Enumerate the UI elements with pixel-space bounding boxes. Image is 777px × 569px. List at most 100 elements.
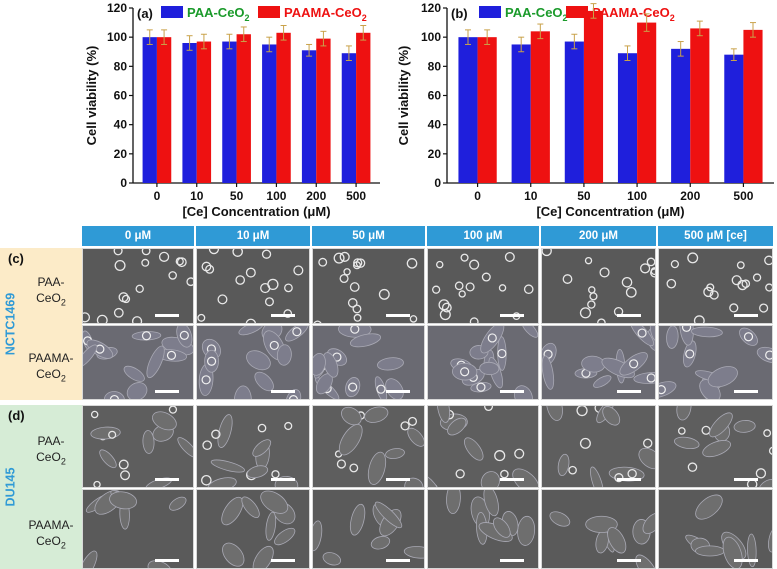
- cell: [147, 560, 173, 568]
- cell: [186, 277, 193, 287]
- panel-d-side: (d) DU145 PAA- CeO2 PAAMA- CeO2: [0, 405, 82, 569]
- cell: [313, 520, 323, 552]
- y-tick-label: 100: [421, 30, 441, 44]
- cell: [135, 284, 144, 294]
- cell: [607, 527, 627, 554]
- x-tick-label: 500: [346, 189, 366, 203]
- row-label-d-paa: PAA- CeO2: [36, 434, 66, 467]
- cell: [702, 440, 732, 458]
- cell: [201, 474, 212, 486]
- bar: [743, 29, 763, 183]
- micrograph-image: [428, 406, 538, 487]
- cell: [630, 326, 655, 347]
- micrograph-d-paa: [82, 405, 194, 488]
- scale-bar: [271, 559, 295, 562]
- cell: [709, 412, 733, 438]
- cell: [93, 480, 101, 487]
- scale-bar: [500, 314, 524, 317]
- micrograph-c-paama: [541, 325, 656, 400]
- cell: [83, 344, 98, 368]
- bar: [564, 41, 584, 183]
- micrograph-d-paa: [312, 405, 425, 488]
- cell: [446, 490, 461, 515]
- micrograph-image: [542, 249, 655, 323]
- cell: [222, 542, 245, 567]
- x-tick-label: 100: [627, 189, 647, 203]
- cell: [731, 275, 742, 286]
- cell: [729, 303, 739, 313]
- micrograph-c-paa: [541, 248, 656, 324]
- panel-letter: (b): [451, 6, 468, 21]
- cell: [233, 385, 252, 399]
- bar: [316, 38, 331, 183]
- micrograph-image: [334, 406, 424, 487]
- micrograph-d-paa: [196, 405, 310, 488]
- cell: [217, 414, 233, 448]
- cell: [349, 503, 366, 536]
- cell: [659, 385, 666, 395]
- cell: [377, 357, 404, 371]
- cell: [257, 423, 267, 433]
- concentration-header: 0 μM 10 μM 50 μM 100 μM 200 μM 500 μM [ce]: [82, 226, 773, 246]
- micrograph-d-paama: [312, 489, 425, 569]
- cell: [627, 468, 637, 479]
- micrograph-image: [313, 501, 424, 566]
- cell: [385, 378, 404, 399]
- cell: [676, 406, 692, 421]
- micrograph-image: [83, 490, 187, 568]
- cell: [90, 410, 99, 419]
- cell: [646, 257, 655, 267]
- bar: [182, 43, 197, 183]
- cell: [221, 496, 244, 526]
- x-tick-label: 10: [524, 189, 538, 203]
- cell: [733, 420, 756, 433]
- x-axis-title: [Ce] Concentration (μM): [536, 204, 684, 219]
- y-axis-title: Cell viability (%): [84, 46, 99, 146]
- cell: [322, 552, 342, 566]
- panel-d-label: (d): [8, 408, 25, 423]
- cell: [261, 249, 272, 259]
- cell: [677, 427, 686, 435]
- micrograph-image: [666, 252, 772, 323]
- cell: [407, 427, 424, 447]
- cell: [364, 406, 389, 423]
- row-label-c-paa: PAA- CeO2: [36, 275, 66, 308]
- cell: [597, 318, 606, 323]
- cell: [649, 326, 655, 342]
- y-tick-label: 120: [107, 1, 127, 15]
- cell: [252, 545, 274, 568]
- micrograph-c-paama: [82, 325, 194, 400]
- cell: [284, 421, 293, 431]
- cell: [339, 273, 349, 284]
- micrograph-d-paa: [658, 405, 773, 488]
- cell: [406, 258, 418, 269]
- micrograph-image: [446, 490, 536, 546]
- cell: [284, 283, 293, 293]
- x-tick-label: 50: [230, 189, 244, 203]
- cell: [252, 439, 272, 457]
- scale-bar: [271, 478, 295, 481]
- micrograph-image: [90, 406, 193, 487]
- bar: [356, 32, 371, 183]
- x-tick-label: 100: [266, 189, 286, 203]
- cell: [579, 307, 592, 319]
- legend-paa-label: PAA-CeO2: [505, 5, 568, 23]
- cell: [428, 473, 441, 487]
- cell: [352, 261, 362, 270]
- cell: [521, 326, 538, 338]
- bar: [276, 32, 291, 183]
- cell: [146, 345, 165, 379]
- cell: [169, 496, 187, 511]
- cell: [313, 320, 322, 323]
- cell: [646, 373, 655, 383]
- cell: [643, 438, 653, 448]
- cell: [621, 276, 633, 288]
- cell: [683, 340, 697, 368]
- panel-letter: (a): [137, 6, 153, 21]
- cell: [542, 355, 555, 390]
- cell: [681, 326, 692, 332]
- cell: [271, 470, 280, 479]
- legend-paama-label: PAAMA-CeO2: [284, 5, 367, 23]
- cell: [687, 462, 698, 472]
- cell: [438, 299, 450, 311]
